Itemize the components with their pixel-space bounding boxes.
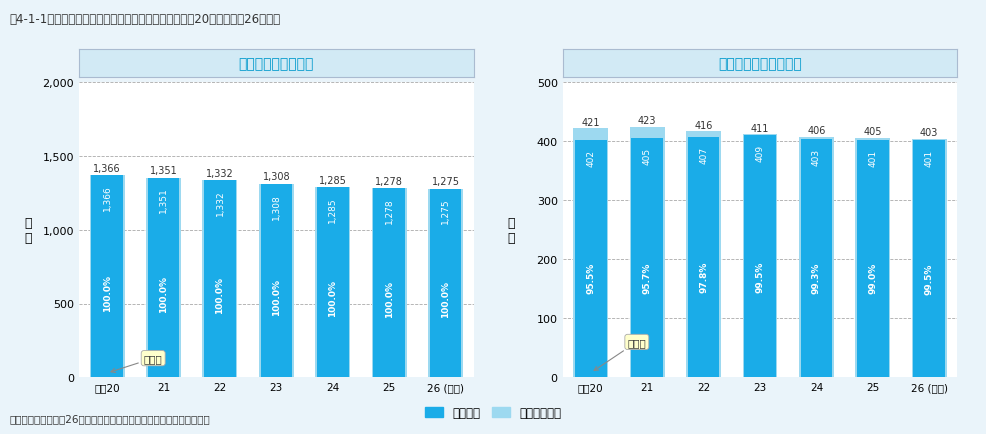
Text: 100.0%: 100.0% [441,280,450,317]
Bar [260,184,292,378]
Text: 達成率: 達成率 [110,353,163,373]
Text: 100.0%: 100.0% [328,279,337,316]
Text: 1,351: 1,351 [150,166,177,176]
Bar [912,141,944,378]
Bar [429,189,460,378]
Text: 100.0%: 100.0% [271,278,281,315]
Text: 1,278: 1,278 [385,198,393,224]
Bar [315,188,350,378]
Y-axis label: 局
数: 局 数 [24,216,32,244]
Bar [317,188,348,378]
Text: 1,275: 1,275 [431,177,459,187]
Text: 1,285: 1,285 [318,175,346,185]
Bar [204,181,236,378]
Text: 1,308: 1,308 [271,194,281,219]
Bar [743,136,775,378]
Text: 411: 411 [750,123,768,133]
Bar [148,178,179,378]
Bar [911,140,946,378]
Bar [92,176,123,378]
Text: 1,366: 1,366 [103,185,111,210]
Text: 1,275: 1,275 [441,198,450,224]
Text: 1,308: 1,308 [262,172,290,182]
Text: 1,285: 1,285 [328,197,337,222]
Text: 421: 421 [581,117,599,127]
Text: 99.5%: 99.5% [924,263,933,294]
Bar [428,189,462,378]
Text: 自動車排出ガス測定局: 自動車排出ガス測定局 [718,57,801,71]
Text: 423: 423 [637,116,656,126]
Text: 416: 416 [694,120,712,130]
Bar [741,135,777,378]
Bar [798,138,833,378]
Bar [855,138,889,378]
Text: 100.0%: 100.0% [215,276,224,313]
Text: 407: 407 [698,146,707,163]
Text: 1,351: 1,351 [159,187,168,213]
Bar [146,178,180,378]
Text: 403: 403 [811,148,820,166]
Text: 1,332: 1,332 [206,168,234,178]
Text: 100.0%: 100.0% [103,274,111,311]
Text: 1,366: 1,366 [94,163,121,173]
Text: 95.5%: 95.5% [586,262,595,293]
Text: 資料：環境省「平成26年度大気汚染状況について（報道発表資料）」: 資料：環境省「平成26年度大気汚染状況について（報道発表資料）」 [10,413,210,423]
Text: 100.0%: 100.0% [385,280,393,317]
Bar [631,138,663,378]
Text: 403: 403 [919,128,938,138]
Text: 1,332: 1,332 [215,190,224,215]
Text: 97.8%: 97.8% [698,261,707,293]
Text: 99.3%: 99.3% [811,262,820,293]
Bar [856,141,887,378]
Text: 達成率: 達成率 [594,337,646,371]
Text: 100.0%: 100.0% [159,276,168,312]
Text: 405: 405 [863,127,881,137]
Bar [90,176,124,378]
Bar [629,128,664,378]
Bar [202,181,238,378]
Bar [800,140,831,378]
Text: 1,278: 1,278 [375,176,402,186]
Bar [373,189,404,378]
Y-axis label: 局
数: 局 数 [507,216,515,244]
Bar [687,137,719,378]
Bar [575,140,606,378]
Bar [573,129,607,378]
Text: 406: 406 [807,126,824,136]
Bar [372,189,406,378]
Text: 一般環境大気測定局: 一般環境大気測定局 [239,57,314,71]
Text: 図4-1-1　二酸化窒素の環境基準達成状況の推移（平成20年度～平成26年度）: 図4-1-1 二酸化窒素の環境基準達成状況の推移（平成20年度～平成26年度） [10,13,281,26]
Text: 401: 401 [924,150,933,167]
Bar [685,132,721,378]
Text: 95.7%: 95.7% [642,262,651,293]
Text: 405: 405 [642,148,651,164]
Text: 409: 409 [754,145,764,162]
Text: 99.5%: 99.5% [754,260,764,292]
Text: 402: 402 [586,149,595,166]
Bar [258,184,294,378]
Text: 401: 401 [868,150,877,167]
Text: 99.0%: 99.0% [868,263,877,294]
Legend: 達成局数, 有効測定局数: 達成局数, 有効測定局数 [420,401,566,424]
